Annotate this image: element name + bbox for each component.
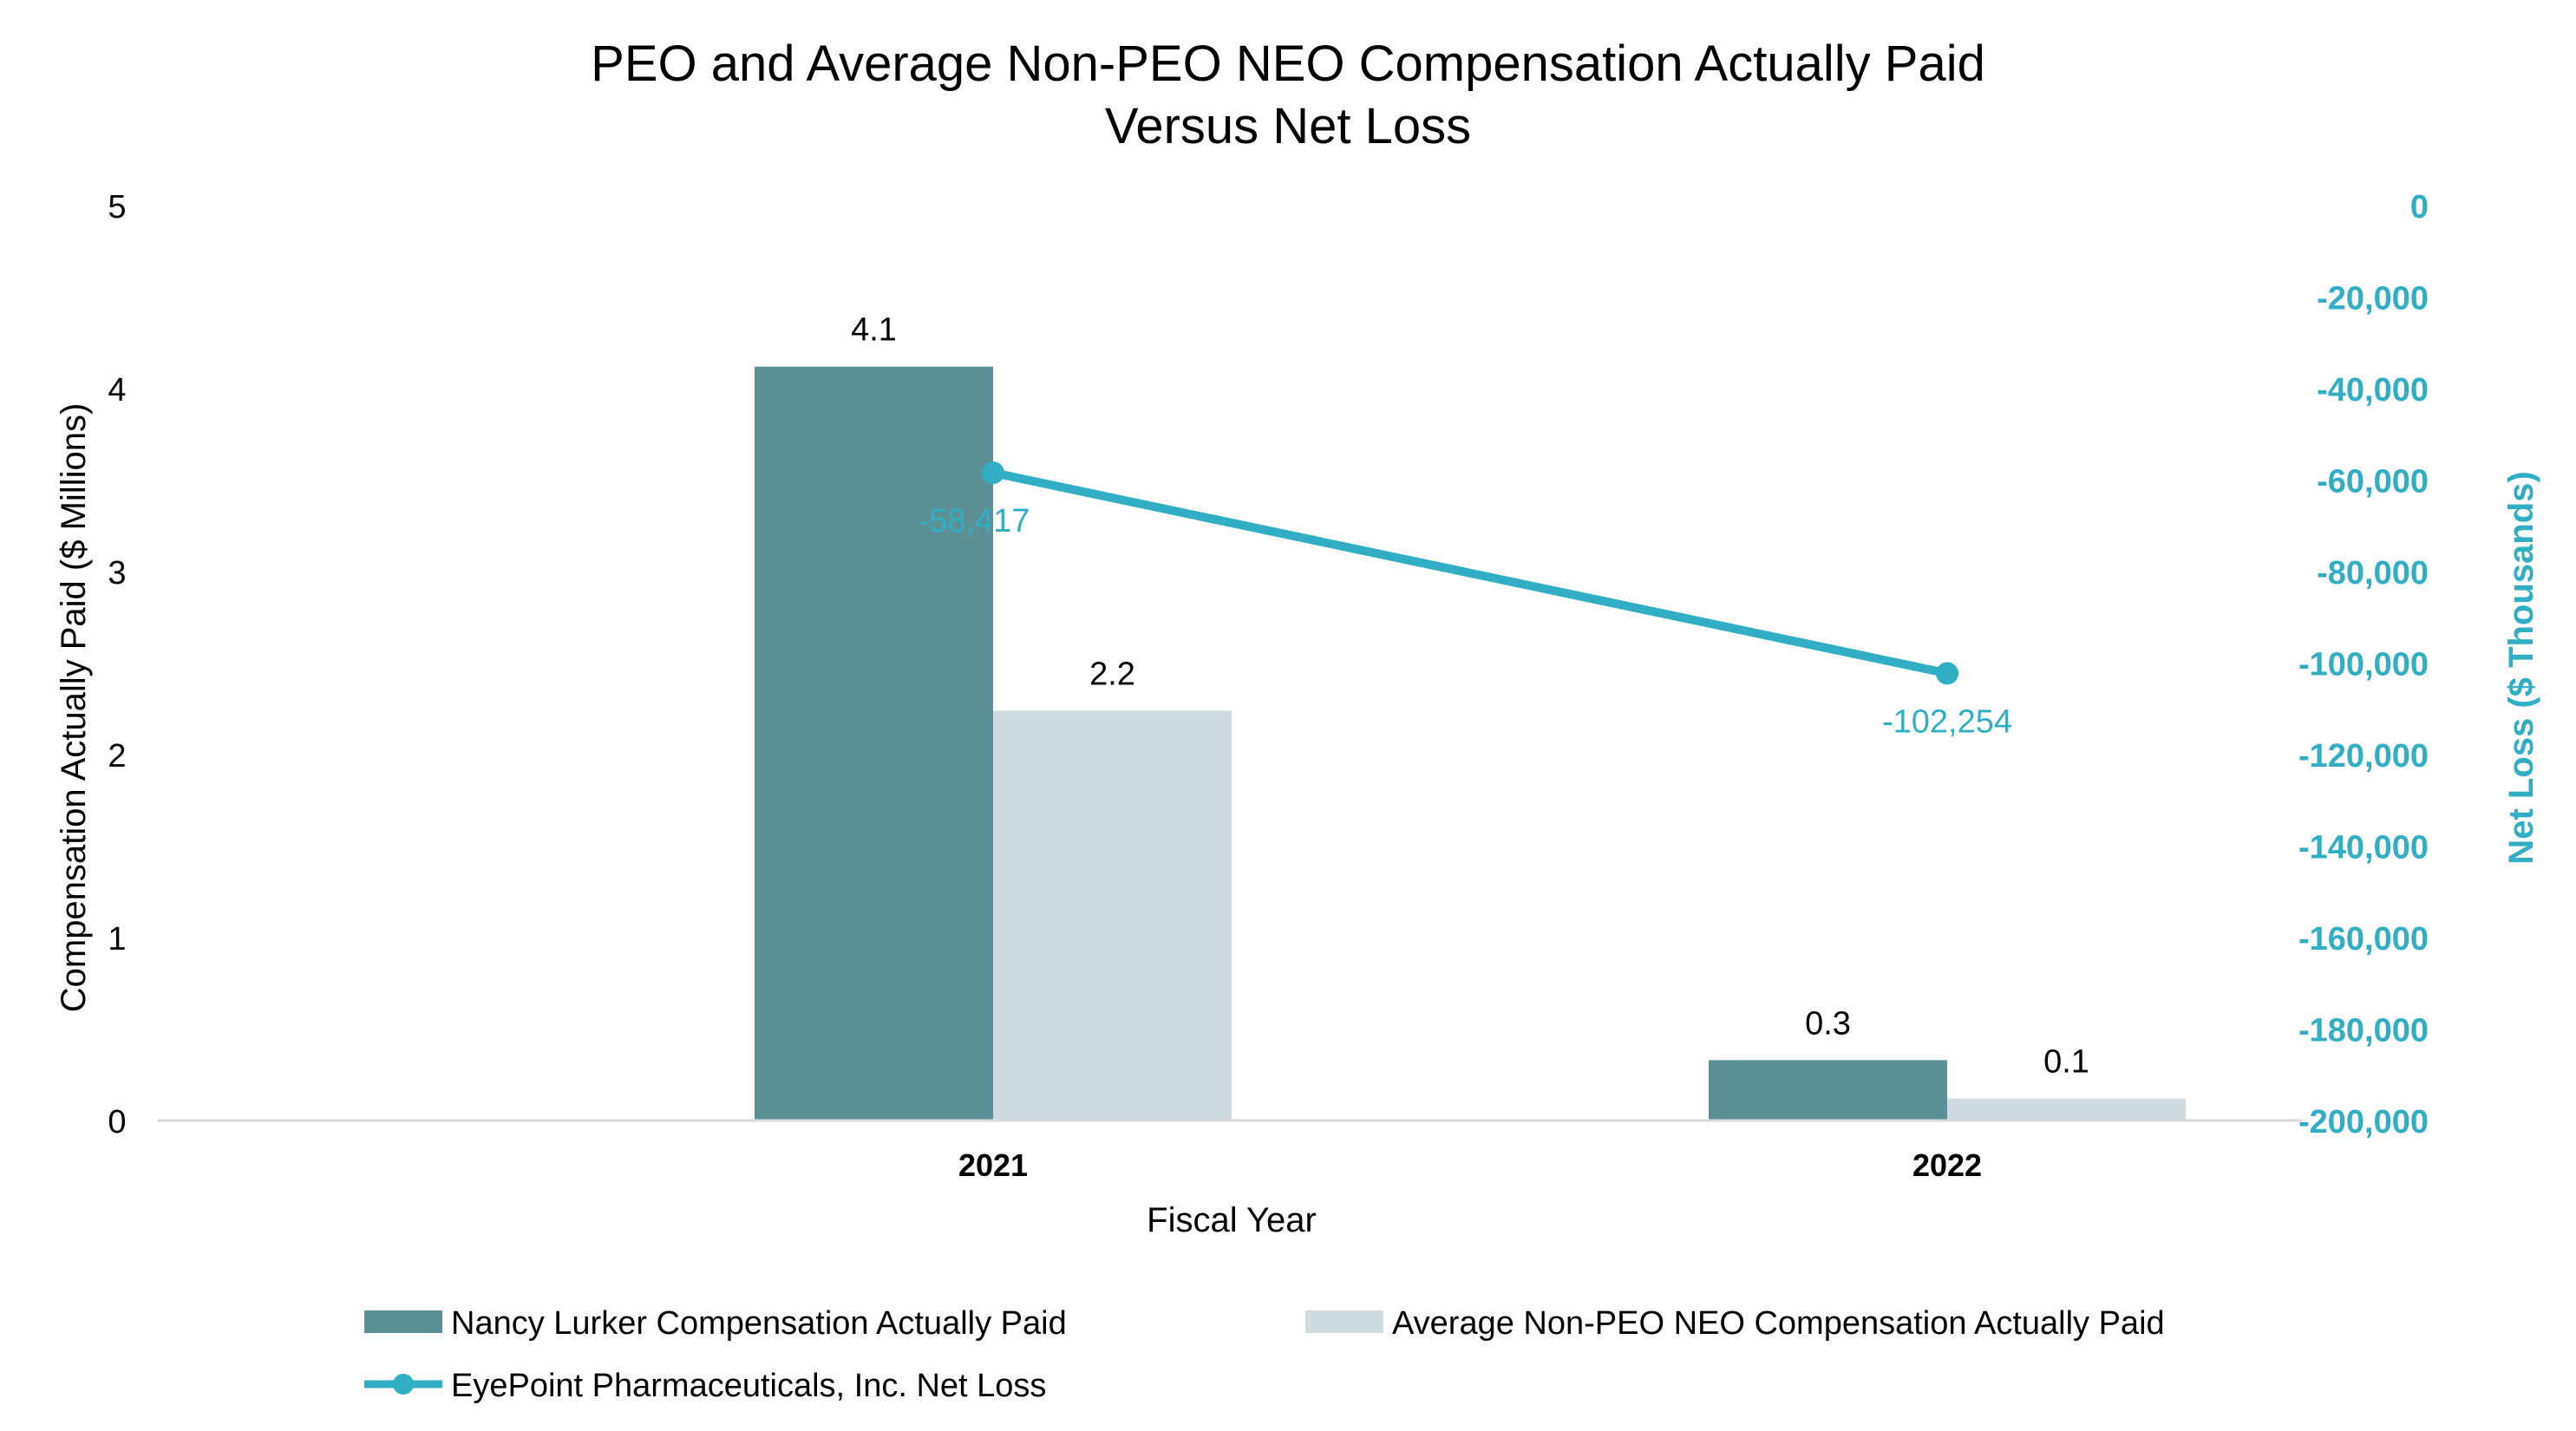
chart-title-line-2: Versus Net Loss [1105,98,1471,154]
left-tick-label: 4 [108,372,126,408]
left-axis-ticks: 0 1 2 3 4 5 [108,189,126,1140]
right-tick-label: -60,000 [2317,464,2429,500]
left-tick-label: 5 [108,189,126,225]
left-axis-label: Compensation Actually Paid ($ Millions) [55,403,93,1013]
category-label: 2022 [1912,1147,1982,1183]
bar-peo [1709,1060,1947,1121]
net-loss-line-group: -58,417 -102,254 [919,461,2012,740]
chart-title: PEO and Average Non-PEO NEO Compensation… [591,36,1985,154]
bar-labels-group: 4.1 0.3 2.2 0.1 [851,312,2089,1081]
bar-value-label: 0.1 [2043,1044,2089,1081]
right-tick-label: -20,000 [2317,281,2429,317]
legend: Nancy Lurker Compensation Actually Paid A… [364,1305,2165,1404]
right-tick-label: -200,000 [2298,1104,2429,1140]
right-tick-label: -140,000 [2298,830,2429,866]
x-axis-label: Fiscal Year [1147,1201,1317,1239]
right-tick-label: -40,000 [2317,372,2429,408]
right-tick-label: -100,000 [2298,647,2429,683]
legend-label-non-peo: Average Non-PEO NEO Compensation Actuall… [1392,1305,2165,1342]
left-tick-label: 2 [108,738,126,774]
left-tick-label: 0 [108,1104,126,1140]
bar-value-label: 0.3 [1805,1005,1851,1042]
chart-title-line-1: PEO and Average Non-PEO NEO Compensation… [591,36,1985,92]
category-labels-group: 2021 2022 [958,1147,1982,1183]
left-tick-label: 1 [108,921,126,957]
bar-value-label: 4.1 [851,312,897,349]
legend-swatch-non-peo [1305,1310,1383,1333]
legend-label-peo: Nancy Lurker Compensation Actually Paid [451,1305,1067,1342]
legend-swatch-peo [364,1310,442,1333]
net-loss-value-label: -102,254 [1882,703,2012,740]
bar-peo [755,366,993,1121]
net-loss-point [982,461,1004,485]
legend-marker-net-loss [393,1374,414,1395]
bar-non-peo-avg [993,710,1232,1121]
right-axis-ticks: 0 -20,000 -40,000 -60,000 -80,000 -100,000 -12… [2298,189,2429,1140]
right-axis-label: Net Loss ($ Thousands) [2502,471,2540,864]
net-loss-value-label: -58,417 [919,503,1030,539]
bar-value-label: 2.2 [1089,656,1135,692]
right-tick-label: -180,000 [2298,1013,2429,1049]
right-tick-label: -80,000 [2317,555,2429,591]
bar-non-peo-avg [1947,1098,2186,1121]
right-tick-label: -160,000 [2298,921,2429,957]
net-loss-point [1936,662,1958,685]
left-tick-label: 3 [108,555,126,591]
right-tick-label: -120,000 [2298,738,2429,774]
net-loss-line [989,468,1952,678]
bars-group [755,366,2186,1121]
right-tick-label: 0 [2410,189,2429,225]
legend-label-net-loss: EyePoint Pharmaceuticals, Inc. Net Loss [451,1368,1046,1404]
category-label: 2021 [958,1147,1028,1183]
